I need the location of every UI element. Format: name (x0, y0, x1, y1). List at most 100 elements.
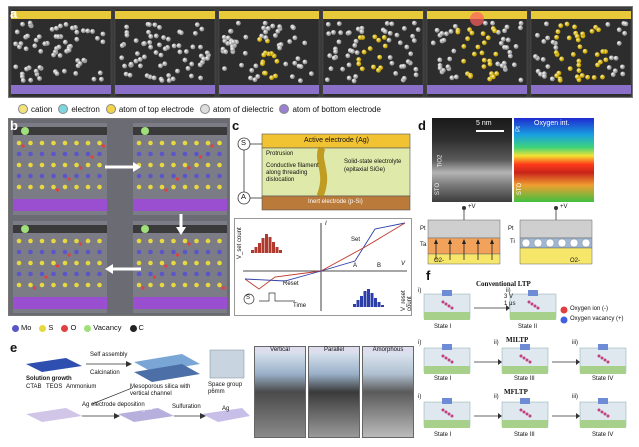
label-teos: TEOS (46, 384, 63, 390)
label-pt-left: Pt (420, 226, 426, 232)
label-o2-right: O2- (570, 258, 581, 264)
label-state-4a: State IV (592, 376, 614, 382)
label-b-point: B (377, 263, 382, 269)
label-iii-3: iii) (572, 394, 578, 400)
label-state-1a: State I (434, 324, 452, 330)
label-pt-map: Pt (515, 126, 522, 132)
legend-o: O (61, 323, 76, 332)
legend-vacancy: Vacancy (84, 323, 122, 332)
label-sto-map: STO (517, 182, 524, 196)
label-ta: Ta (420, 242, 427, 248)
histogram-bar (258, 243, 261, 253)
symbol-s-2: S (246, 295, 251, 301)
panel-b-frame (13, 123, 107, 215)
panel-a-frame (426, 8, 528, 97)
histogram-bar (261, 238, 265, 253)
label-calcination: Calcination (90, 370, 120, 376)
label-i-2: i) (418, 340, 422, 346)
label-sto: STO (435, 182, 442, 196)
label-i-3: i) (418, 394, 422, 400)
label-sulfuration: Sulfuration (172, 404, 201, 410)
histogram-bar (370, 293, 374, 307)
label-vreset-count: V_reset count (401, 290, 413, 311)
symbol-s: S (241, 138, 247, 147)
panel-e-micrographs: Vertical Parallel Amorphous (254, 346, 414, 438)
label-plus-v-left: +V (468, 204, 476, 210)
panel-b-illustration (8, 118, 230, 316)
panel-d-letter: d (418, 118, 426, 133)
label-self-assembly: Self assembly (90, 352, 128, 358)
legend-top-electrode: atom of top electrode (105, 104, 194, 114)
tem-vertical: Vertical (254, 346, 306, 438)
label-pulse-1b: 1 μs (504, 301, 516, 307)
legend-c: C (129, 323, 144, 332)
histogram-bar (353, 304, 356, 307)
label-ctab: CTAB (26, 384, 42, 390)
label-ammonium: Ammonium (66, 384, 97, 390)
device-block (501, 398, 549, 428)
panel-b-frame (133, 123, 227, 215)
panel-e-letter: e (10, 340, 18, 355)
legend-oxygen-vacancy: Oxygen vacancy (+) (570, 316, 624, 322)
tem-amorphous: Amorphous (362, 346, 414, 438)
panel-a-legend: cation electron atom of top electrode at… (18, 103, 381, 115)
panel-d-schematic: +V +V Pt Ta Pt Ti O2- O2- (420, 204, 600, 266)
label-ag: Ag (222, 406, 230, 412)
label-pulse-1: 3 V (504, 294, 514, 300)
panel-b-legend: Mo S O Vacancy C (12, 323, 144, 332)
histogram-bar (279, 250, 282, 253)
label-time: Time (293, 303, 307, 309)
panel-c-device: S A Active electrode (Ag) Protrusion Con… (234, 132, 412, 212)
histogram-bar (356, 300, 360, 307)
label-state-4b: State IV (592, 432, 614, 438)
histogram-bar (367, 289, 370, 307)
histogram-bar (268, 237, 272, 253)
panel-f-diagram: Conventional LTP MILTP MFLTP Oxygen ion … (418, 278, 634, 442)
label-protrusion: Protrusion (266, 151, 294, 157)
label-o2-left: O2- (434, 258, 445, 264)
legend-dielectric: atom of dielectric (199, 104, 273, 114)
device-block (423, 344, 471, 374)
label-iii-2: iii) (572, 340, 578, 346)
label-state-1b: State I (434, 376, 452, 382)
symbol-a: A (241, 192, 247, 201)
panel-c-letter: c (232, 118, 240, 133)
label-solution-growth: Solution growth (26, 376, 72, 382)
legend-mo: Mo (12, 323, 31, 332)
label-inert-electrode: Inert electrode (p-Si) (308, 199, 363, 205)
panel-a-frame (530, 8, 632, 97)
legend-s: S (39, 323, 53, 332)
device-block (509, 290, 557, 320)
label-conventional-ltp: Conventional LTP (476, 280, 531, 288)
histogram-bar (381, 305, 384, 307)
axis-i: I (325, 221, 327, 227)
label-state-1c: State I (434, 432, 452, 438)
device-block (423, 290, 471, 320)
label-ii-3: ii) (494, 394, 499, 400)
histogram-bar (272, 242, 275, 253)
label-space-group: Space group p6mm (208, 382, 243, 395)
label-ii-2: ii) (494, 340, 499, 346)
histogram-bar (363, 291, 367, 307)
panel-f-letter: f (426, 268, 431, 283)
label-set: Set (351, 237, 361, 243)
label-electrolyte: Solid-state electrolyte (epitaxial SiGe) (344, 159, 402, 173)
label-reset: Reset (283, 281, 299, 287)
legend-electron: electron (58, 104, 100, 114)
device-block (423, 398, 471, 428)
label-state-3a: State III (514, 376, 535, 382)
device-block (579, 344, 627, 374)
label-miltp: MILTP (506, 336, 529, 344)
histogram-bar (377, 302, 381, 307)
panel-b-frame (13, 221, 107, 313)
panel-a-letter: a (10, 6, 18, 21)
panel-a-illustration (10, 8, 632, 97)
label-ii-1: ii) (506, 288, 511, 294)
label-oxygen-int: Oxygen int. (534, 120, 570, 127)
label-vset-count: V_set count (237, 227, 243, 259)
label-mfltp: MFLTP (504, 388, 528, 396)
panel-a-frame (322, 8, 424, 97)
histogram-bar (360, 296, 363, 307)
device-block (501, 344, 549, 374)
panel-b-frame (133, 221, 227, 313)
